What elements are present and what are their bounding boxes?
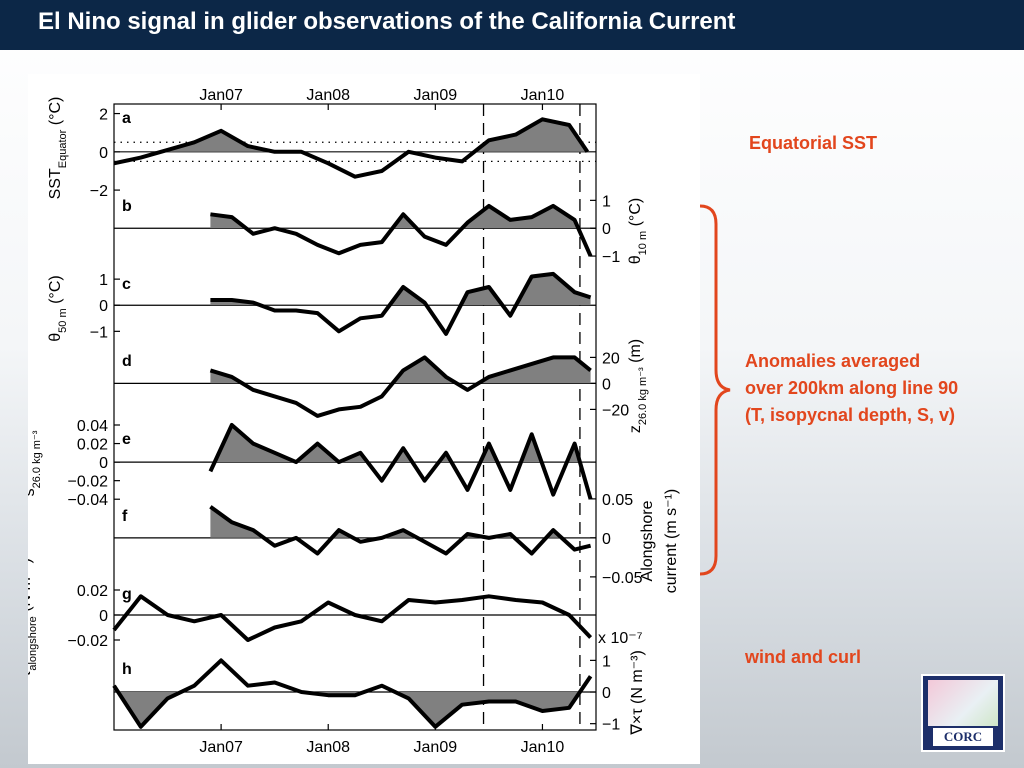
anomaly-area — [118, 692, 580, 727]
scale-note: x 10⁻⁷ — [598, 630, 643, 647]
x-tick-label: Jan07 — [199, 739, 243, 756]
y-axis-label-part: 50 m — [57, 308, 69, 332]
x-tick-label: Jan09 — [414, 87, 458, 104]
y-tick-label: 0.05 — [602, 492, 633, 509]
y-tick-label: −0.02 — [68, 474, 109, 491]
y-axis-label-part: 26.0 kg m⁻³ — [637, 367, 649, 425]
figure-background — [28, 74, 700, 764]
y-axis-label: τalongshore (N m⁻²) — [28, 558, 39, 677]
y-tick-label: −0.02 — [68, 633, 109, 650]
y-axis-label-part: (N m⁻²) — [28, 558, 34, 616]
y-tick-label: 0 — [99, 298, 108, 315]
y-tick-label: 2 — [99, 107, 108, 124]
y-axis-label: Alongshore current (m s⁻¹) — [639, 489, 680, 593]
x-tick-label: Jan10 — [521, 87, 565, 104]
y-axis-label: ∇×τ (N m⁻³) — [629, 650, 646, 736]
panel-label: g — [122, 586, 132, 603]
bracket — [699, 204, 731, 576]
x-tick-label: Jan07 — [199, 87, 243, 104]
series-line — [210, 203, 593, 257]
y-axis-label-part: 26.0 kg m⁻³ — [31, 430, 43, 488]
panel-label: e — [122, 431, 131, 448]
logo: CORC — [921, 674, 1005, 752]
y-axis-label-part: SST — [47, 168, 64, 199]
slide-title: El Nino signal in glider observations of… — [38, 8, 736, 35]
anomaly-area — [114, 119, 588, 152]
y-axis-label-part: (°C) — [47, 97, 64, 130]
y-axis-label-part: 10 m — [637, 231, 649, 255]
y-tick-label: −20 — [602, 402, 629, 419]
y-tick-label: 0 — [99, 608, 108, 625]
y-axis-label: SSTEquator (°C) — [47, 97, 69, 200]
y-tick-label: 0 — [602, 531, 611, 548]
x-tick-label: Jan10 — [521, 739, 565, 756]
series-line — [209, 355, 592, 418]
y-axis-label: s26.0 kg m⁻³ — [28, 430, 43, 496]
y-tick-label: −0.04 — [68, 492, 109, 509]
y-axis-label-part: θ — [47, 333, 64, 342]
y-tick-label: 0 — [99, 145, 108, 162]
y-tick-label: −1 — [602, 717, 620, 734]
y-axis-label: θ50 m (°C) — [47, 275, 69, 341]
y-axis-label-part: τ — [28, 670, 34, 677]
y-tick-label: −2 — [90, 183, 108, 200]
y-tick-label: 1 — [602, 193, 611, 210]
y-tick-label: −1 — [90, 324, 108, 341]
annotation: Equatorial SST — [749, 133, 878, 153]
y-axis-label-part: current (m s⁻¹) — [663, 489, 680, 593]
y-tick-label: 0 — [602, 685, 611, 702]
annotation: (T, isopycnal depth, S, v) — [745, 405, 956, 425]
series-line — [208, 423, 593, 500]
axes-frame — [113, 103, 597, 731]
title-bar — [0, 0, 1024, 50]
y-tick-label: 1 — [602, 653, 611, 670]
y-axis-label-part: (°C) — [47, 275, 64, 308]
annotation: wind and curl — [745, 647, 862, 667]
panel-label: d — [122, 353, 132, 370]
logo-text: CORC — [933, 728, 993, 746]
y-tick-label: 1 — [99, 272, 108, 289]
y-axis-label-part: θ — [627, 255, 644, 264]
x-tick-label: Jan08 — [306, 87, 350, 104]
panel-label: a — [122, 110, 131, 127]
y-axis-label-part: Alongshore — [639, 500, 656, 581]
y-tick-label: 0 — [99, 455, 108, 472]
bracket-path — [699, 204, 731, 576]
logo-image — [928, 680, 998, 726]
annotation: Anomalies averaged — [745, 351, 921, 371]
y-tick-label: −0.05 — [602, 570, 643, 587]
y-tick-label: −1 — [602, 249, 620, 266]
series-line — [113, 117, 590, 179]
panel-label: f — [122, 508, 128, 525]
panel-label: c — [122, 276, 131, 293]
y-tick-label: 0.02 — [77, 437, 108, 454]
y-tick-label: 0.02 — [77, 583, 108, 600]
y-tick-label: 0.04 — [77, 418, 108, 435]
series-line — [209, 505, 592, 556]
annotation: over 200km along line 90 — [745, 378, 959, 398]
panel-label: h — [122, 661, 132, 678]
y-axis-label-part: ∇×τ (N m⁻³) — [629, 650, 646, 736]
y-axis-label-part: (m) — [627, 339, 644, 367]
x-tick-label: Jan08 — [306, 739, 350, 756]
y-axis-label-part: Equator — [57, 129, 69, 168]
panel-label: b — [122, 198, 132, 215]
series-line — [112, 594, 593, 642]
y-axis-label-part: s — [28, 488, 38, 496]
y-axis-label: θ10 m (°C) — [627, 198, 649, 264]
x-tick-label: Jan09 — [414, 739, 458, 756]
series-line — [210, 271, 592, 336]
y-axis-label-part: alongshore — [28, 616, 39, 670]
y-tick-label: 20 — [602, 350, 620, 367]
y-axis-label-part: z — [627, 425, 644, 433]
y-tick-label: 0 — [602, 221, 611, 238]
y-axis-label: z26.0 kg m⁻³ (m) — [627, 339, 649, 433]
series-line — [112, 658, 593, 729]
y-tick-label: 0 — [602, 376, 611, 393]
y-axis-label-part: (°C) — [627, 198, 644, 231]
